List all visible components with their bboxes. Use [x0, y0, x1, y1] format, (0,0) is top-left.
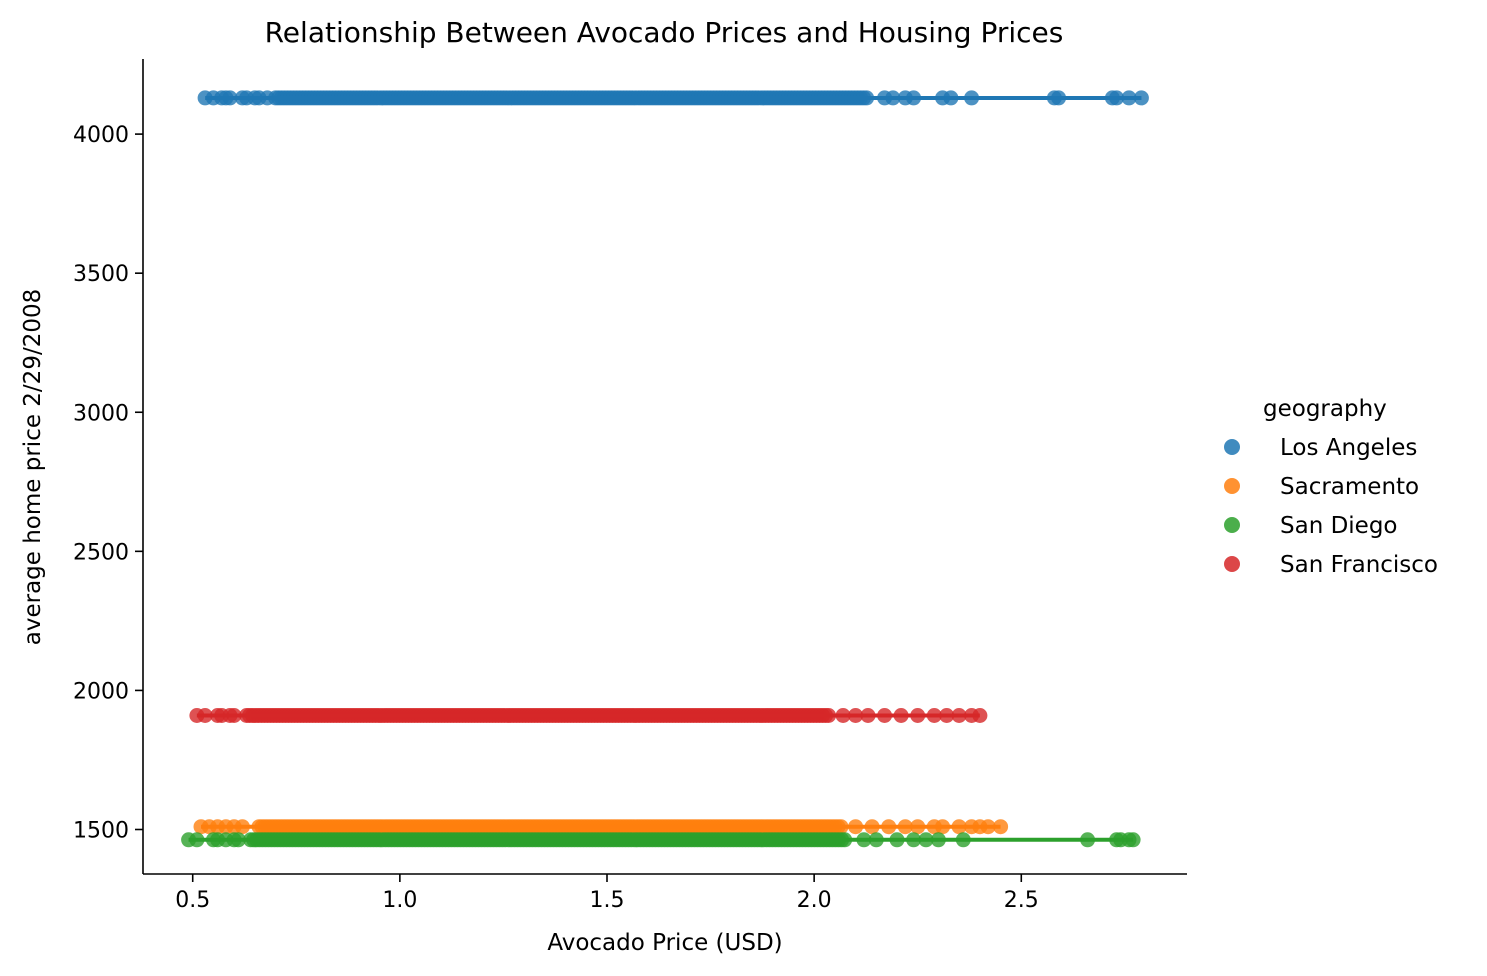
legend-entries: Los Angeles Sacramento San Diego San Franci… — [1224, 435, 1438, 578]
series-layer — [181, 90, 1149, 848]
y-tick-label: 1500 — [73, 818, 129, 843]
y-tick-label: 3500 — [73, 262, 129, 287]
y-tick-label: 2000 — [73, 679, 129, 704]
data-point — [993, 819, 1009, 835]
legend-entry: Los Angeles — [1224, 435, 1417, 461]
y-axis-label: average home price 2/29/2008 — [20, 289, 46, 645]
legend-title: geography — [1263, 396, 1387, 422]
chart-title: Relationship Between Avocado Prices and … — [265, 16, 1064, 49]
series-los-angeles — [197, 90, 1149, 106]
legend-marker — [1224, 478, 1240, 494]
legend-marker — [1224, 439, 1240, 455]
y-tick-label: 2500 — [73, 540, 129, 565]
x-tick-label: 0.5 — [175, 888, 210, 913]
x-tick-label: 1.5 — [590, 888, 625, 913]
x-axis-label: Avocado Price (USD) — [547, 930, 782, 956]
legend-entry: San Francisco — [1224, 552, 1438, 578]
legend-label: San Diego — [1280, 513, 1398, 539]
data-point — [972, 708, 988, 723]
y-tick-label: 4000 — [73, 123, 129, 148]
legend-marker — [1224, 556, 1240, 572]
legend-label: Los Angeles — [1280, 435, 1417, 461]
legend-entry: Sacramento — [1224, 474, 1419, 500]
x-tick-label: 1.0 — [382, 888, 417, 913]
legend-label: Sacramento — [1280, 474, 1419, 500]
series-san-francisco — [189, 708, 988, 723]
legend: geography Los Angeles Sacramento San Diego… — [1224, 396, 1438, 578]
x-tick-label: 2.5 — [1004, 888, 1039, 913]
series-san-diego — [181, 832, 1141, 848]
legend-entry: San Diego — [1224, 513, 1398, 539]
series-sacramento — [193, 819, 1009, 835]
x-tick-label: 2.0 — [797, 888, 832, 913]
y-tick-label: 3000 — [73, 401, 129, 426]
legend-label: San Francisco — [1280, 552, 1438, 578]
x-ticks: 0.5 1.0 1.5 2.0 2.5 — [175, 874, 1039, 913]
legend-marker — [1224, 517, 1240, 533]
y-ticks: 1500 2000 2500 3000 3500 4000 — [73, 123, 143, 843]
